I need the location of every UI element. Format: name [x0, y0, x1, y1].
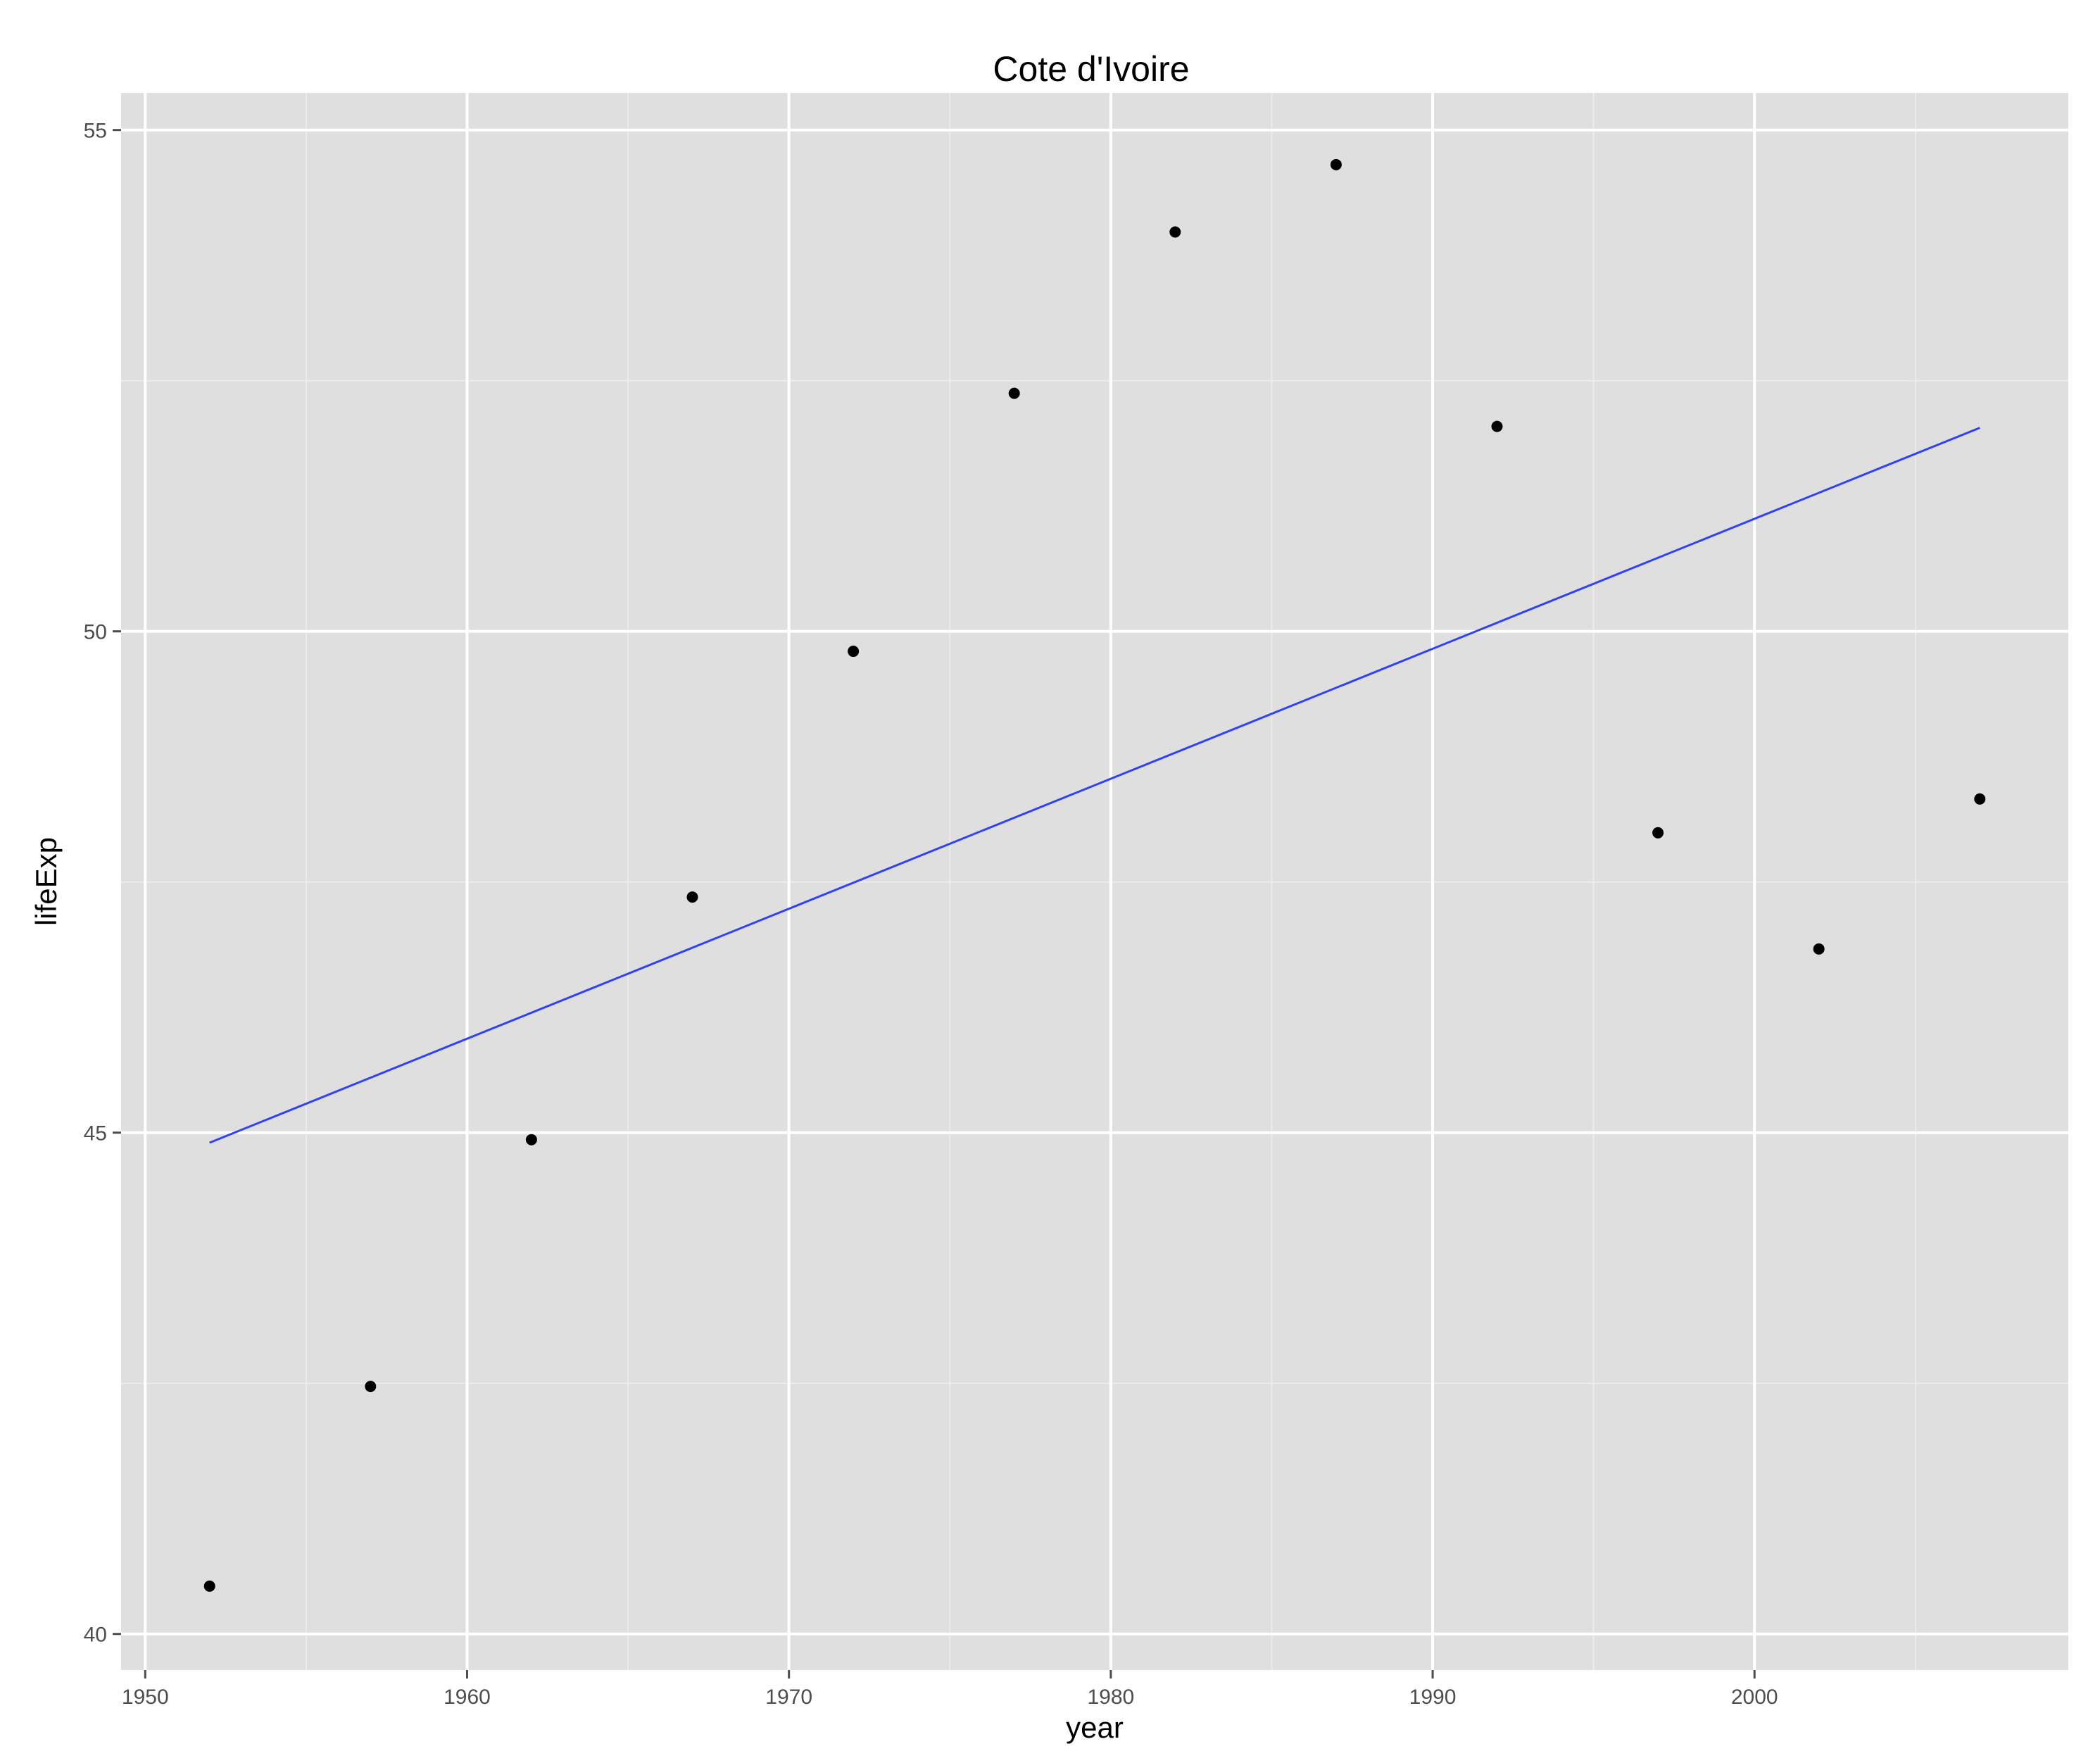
y-tick-label: 40: [84, 1624, 107, 1647]
x-tick-label: 1960: [444, 1686, 491, 1709]
x-axis-title: year: [1066, 1711, 1124, 1744]
grid-major: [121, 93, 2068, 1670]
fit-line: [209, 427, 1980, 1144]
x-axis: 1950 1960 1970 1980 1990 2000: [122, 1670, 1778, 1709]
data-point: [1169, 226, 1181, 238]
data-point: [1008, 387, 1020, 399]
x-tick-label: 1990: [1409, 1686, 1457, 1709]
x-tick-label: 1950: [122, 1686, 169, 1709]
y-tick-label: 50: [84, 621, 107, 644]
x-tick-label: 2000: [1731, 1686, 1778, 1709]
chart-title: Cote d'Ivoire: [993, 49, 1189, 89]
grid-minor: [121, 93, 2068, 1670]
x-tick-label: 1970: [765, 1686, 812, 1709]
data-point: [365, 1381, 377, 1393]
data-point: [1813, 943, 1825, 955]
data-point: [686, 891, 698, 903]
data-point: [1491, 420, 1503, 432]
y-axis: 40 45 50 55: [84, 120, 121, 1647]
y-tick-label: 55: [84, 120, 107, 143]
data-point: [1330, 158, 1342, 170]
data-point: [1974, 793, 1986, 805]
y-axis-title: lifeExp: [30, 837, 63, 926]
y-tick-label: 45: [84, 1122, 107, 1146]
data-point: [525, 1134, 537, 1146]
x-tick-label: 1980: [1087, 1686, 1134, 1709]
points-layer: [203, 158, 1986, 1592]
data-point: [1652, 827, 1664, 839]
fit-line-layer: [209, 427, 1980, 1144]
data-point: [848, 646, 860, 658]
data-point: [203, 1580, 215, 1592]
